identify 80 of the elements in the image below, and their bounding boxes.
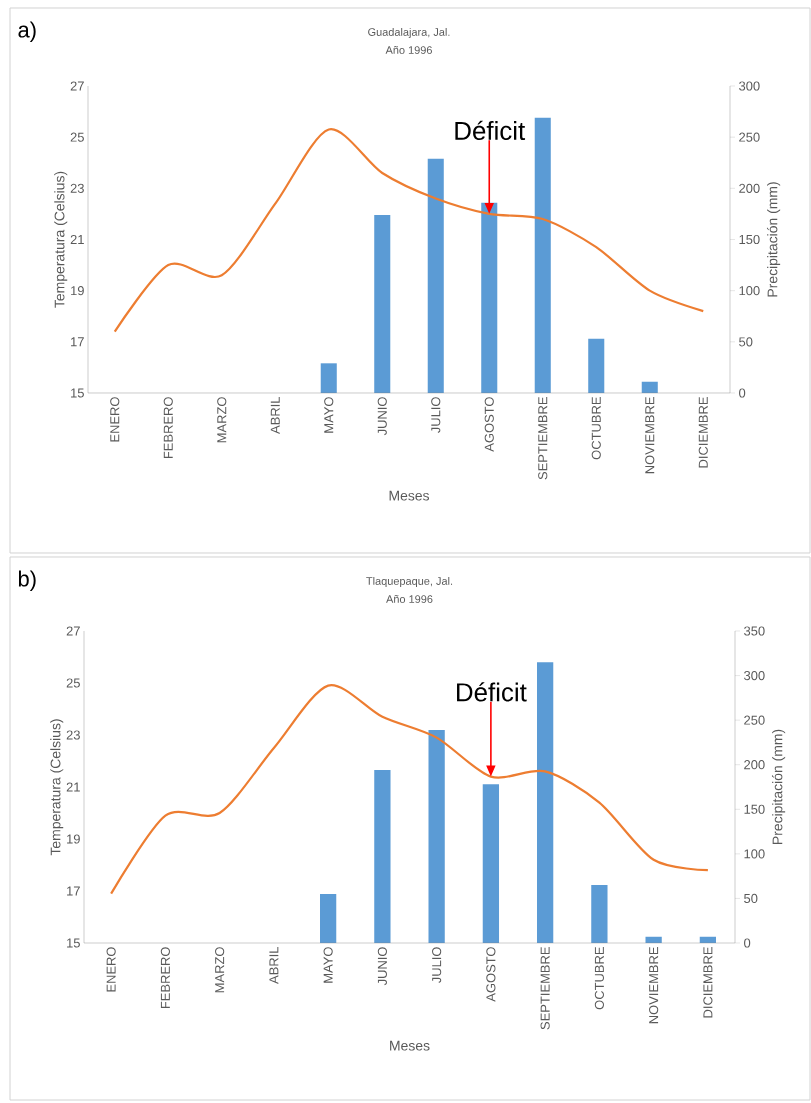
x-tick-label: JUNIO <box>377 947 387 986</box>
y-tick-label: 23 <box>66 730 80 740</box>
x-tick-label: OCTUBRE <box>591 397 601 460</box>
x-tick-label: JULIO <box>432 947 442 984</box>
chart-title: Tlaquepaque, Jal. <box>366 576 453 588</box>
x-tick-label: FEBRERO <box>163 397 173 459</box>
y-tick-label: 19 <box>71 286 84 296</box>
x-tick-label: JULIO <box>431 397 441 434</box>
bar <box>320 363 337 393</box>
y-tick-label: 15 <box>67 938 80 948</box>
x-tick-label: ENERO <box>106 947 116 992</box>
x-tick-label: MAYO <box>324 397 334 433</box>
y-tick-label: 21 <box>66 782 80 792</box>
x-tick-label: AGOSTO <box>484 397 494 452</box>
x-tick-label: MARZO <box>217 397 227 443</box>
x-tick-label: SEPTIEMBRE <box>538 397 548 480</box>
annotation: Déficit <box>457 682 527 702</box>
x-tick-label: MARZO <box>215 947 225 993</box>
bar <box>534 117 551 393</box>
annotation: Déficit <box>455 120 526 141</box>
y2-axis-title: Precipitación (mm) <box>771 729 786 844</box>
y2-tick-label: 50 <box>744 893 758 904</box>
y-tick-label: 27 <box>70 81 84 91</box>
y-axis-title: Temperatura (Celsius) <box>54 171 68 308</box>
y-tick-label: 27 <box>66 626 80 636</box>
y2-tick-label: 0 <box>744 938 751 948</box>
y2-tick-label: 200 <box>739 183 760 193</box>
x-tick-label: ENERO <box>110 397 120 442</box>
x-tick-label: OCTUBRE <box>594 947 604 1010</box>
y2-tick-label: 50 <box>739 337 753 347</box>
y2-tick-label: 150 <box>744 804 765 814</box>
bar <box>481 202 498 393</box>
text: b) <box>18 570 36 591</box>
x-tick-label: NOVIEMBRE <box>645 397 655 474</box>
y-tick-label: 23 <box>70 183 84 193</box>
y2-axis-title: Precipitación (mm) <box>766 182 781 297</box>
y-tick-label: 19 <box>67 834 80 844</box>
line-series <box>110 684 709 895</box>
bar <box>482 784 500 943</box>
x-tick-label: SEPTIEMBRE <box>540 947 550 1030</box>
chart-subtitle: Año 1996 <box>385 46 432 54</box>
bar <box>319 893 337 943</box>
y2-tick-label: 150 <box>739 234 760 245</box>
x-tick-label: FEBRERO <box>160 947 170 1009</box>
x-tick-label: MAYO <box>323 947 333 983</box>
y-tick-label: 17 <box>67 886 80 896</box>
y2-tick-label: 100 <box>744 849 765 859</box>
x-axis-title: Meses <box>389 490 430 501</box>
y-tick-label: 17 <box>71 337 84 347</box>
bar <box>537 662 554 943</box>
x-tick-label: DICIEMBRE <box>698 397 708 468</box>
y2-tick-label: 200 <box>744 760 765 770</box>
x-tick-label: ABRIL <box>269 946 279 984</box>
bar <box>427 158 444 393</box>
x-tick-label: JUNIO <box>377 397 387 436</box>
y2-tick-label: 350 <box>744 626 765 636</box>
y2-tick-label: 0 <box>739 388 746 398</box>
x-tick-label: ABRIL <box>270 396 280 434</box>
y2-tick-label: 250 <box>739 132 760 142</box>
bar <box>374 214 391 393</box>
bar <box>588 338 605 393</box>
y-tick-label: 21 <box>70 234 84 245</box>
bar <box>428 729 445 943</box>
chart-subtitle: Año 1996 <box>386 595 433 603</box>
y2-tick-label: 300 <box>739 81 760 91</box>
x-tick-label: AGOSTO <box>486 947 496 1002</box>
chart-title: Guadalajara, Jal. <box>368 27 450 39</box>
y-tick-label: 25 <box>70 132 84 142</box>
y-axis-title: Temperatura (Celsius) <box>50 719 64 856</box>
y2-tick-label: 300 <box>744 670 765 681</box>
y-tick-label: 15 <box>71 388 84 398</box>
x-tick-label: NOVIEMBRE <box>649 947 659 1024</box>
bar <box>591 885 608 943</box>
y2-tick-label: 250 <box>744 715 765 725</box>
bar <box>374 770 391 943</box>
x-axis-title: Meses <box>390 1040 430 1051</box>
y-tick-label: 25 <box>66 678 80 688</box>
text: a) <box>18 21 36 42</box>
x-tick-label: DICIEMBRE <box>703 947 713 1018</box>
y2-tick-label: 100 <box>739 286 760 296</box>
